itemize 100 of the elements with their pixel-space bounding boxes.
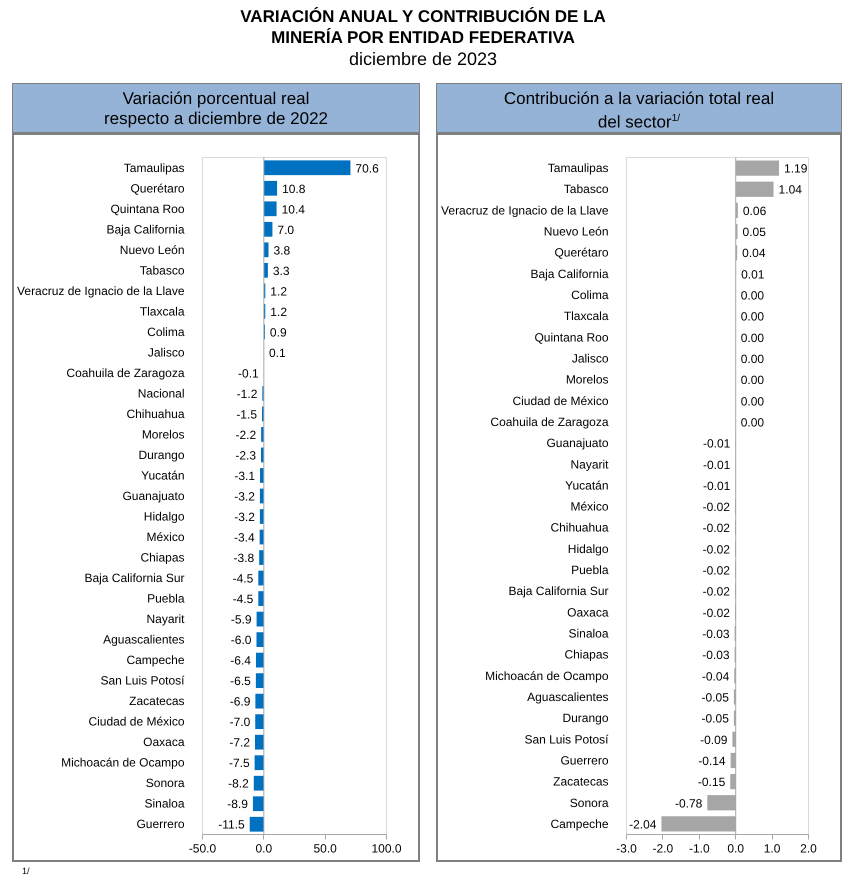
y-tick-label: Michoacán de Ocampo — [485, 668, 609, 683]
data-label: 0.00 — [740, 330, 764, 345]
data-label: -0.78 — [674, 796, 703, 810]
y-tick-label: Chiapas — [564, 648, 609, 662]
data-label: 1.2 — [270, 304, 288, 319]
y-tick-label: Oaxaca — [143, 735, 185, 750]
data-label: -7.5 — [228, 756, 250, 770]
data-label: -8.9 — [227, 797, 248, 812]
data-label: -2.2 — [235, 428, 256, 442]
y-tick-label: Nayarit — [570, 457, 610, 472]
y-tick-label: Nayarit — [146, 612, 186, 626]
data-label: -0.03 — [702, 627, 730, 642]
y-tick-label: Tabasco — [140, 263, 185, 278]
x-tick-label: 50.0 — [313, 842, 338, 856]
y-tick-label: Guanajuato — [122, 489, 185, 503]
data-label: -6.9 — [230, 694, 251, 709]
y-tick-label: Tlaxcala — [140, 304, 185, 318]
y-tick-label: México — [146, 530, 185, 544]
y-tick-label: México — [570, 500, 609, 514]
y-tick-label: Coahuila de Zaragoza — [66, 366, 185, 380]
chart-title: Variación porcentual real respecto a diciembre de 2022 — [103, 88, 329, 129]
y-tick-label: Durango — [138, 448, 185, 462]
text: VARIACIÓN ANUAL Y CONTRIBUCIÓN DE LA MINERÍA POR ENTIDAD FEDERATIVA — [239, 6, 607, 48]
data-label: 0.9 — [270, 325, 287, 340]
y-tick-label: Yucatán — [565, 478, 609, 492]
y-tick-label: Zacatecas — [553, 774, 608, 789]
data-label: -5.9 — [230, 612, 252, 627]
data-label: -6.0 — [230, 633, 252, 648]
y-tick-label: Aguascalientes — [103, 632, 185, 647]
data-label: 1.19 — [784, 162, 808, 176]
data-label: -1.5 — [236, 407, 258, 422]
data-label: -0.09 — [700, 732, 728, 747]
data-label: -0.05 — [702, 712, 730, 726]
y-tick-label: Baja California Sur — [84, 571, 185, 586]
x-tick-label: 100.0 — [371, 842, 402, 856]
data-label: -3.1 — [234, 468, 256, 483]
y-tick-label: Yucatán — [141, 468, 185, 482]
data-label: 0.00 — [740, 288, 764, 303]
data-label: 10.4 — [282, 202, 306, 216]
y-tick-label: Guanajuato — [546, 436, 609, 450]
y-tick-label: Sonora — [570, 796, 609, 810]
x-tick-label: -2.0 — [652, 842, 674, 856]
data-label: -4.5 — [232, 592, 254, 606]
y-tick-label: Colima — [147, 324, 185, 339]
data-label: -0.01 — [702, 458, 731, 472]
chart-title: Contribución a la variación total real del sector$^{1/}$ — [437, 84, 841, 133]
y-tick-label: Nuevo León — [544, 224, 608, 239]
y-tick-label: Michoacán de Ocampo — [61, 756, 185, 770]
x-tick-label: 0.0 — [255, 842, 272, 856]
data-label: 0.00 — [740, 415, 764, 430]
data-label: 0.1 — [268, 346, 286, 360]
y-tick-label: Tabasco — [564, 182, 609, 196]
data-label: 3.8 — [273, 243, 290, 258]
data-label: -0.04 — [702, 669, 730, 684]
y-tick-label: Aguascalientes — [527, 690, 609, 704]
data-label: -3.2 — [234, 510, 256, 524]
y-tick-label: Colima — [571, 288, 609, 302]
x-tick-label: -3.0 — [616, 842, 638, 856]
x-tick-label: -50.0 — [188, 842, 216, 856]
y-tick-label: Querétaro — [130, 181, 185, 196]
data-label: 10.8 — [282, 182, 306, 196]
y-tick-label: Querétaro — [554, 246, 609, 260]
y-tick-label: Quintana Roo — [110, 202, 185, 216]
x-tick-label: 2.0 — [800, 842, 818, 856]
data-label: -7.2 — [229, 736, 250, 750]
data-label: 0.00 — [740, 373, 764, 388]
data-label: -11.5 — [218, 818, 246, 832]
text: 1/ — [21, 866, 30, 876]
y-tick-label: Durango — [562, 711, 609, 726]
y-tick-label: Guerrero — [136, 817, 185, 832]
y-tick-label: Baja California — [530, 266, 609, 281]
y-tick-label: Hidalgo — [144, 510, 185, 524]
data-label: 1.04 — [778, 182, 802, 197]
data-label: -0.01 — [702, 478, 731, 493]
data-label: -0.02 — [702, 500, 730, 514]
y-tick-label: Baja California Sur — [508, 584, 609, 598]
data-label: -0.14 — [698, 754, 726, 768]
y-tick-label: Sinaloa — [144, 796, 185, 811]
data-label: -2.3 — [235, 448, 256, 462]
y-tick-label: Puebla — [571, 563, 609, 578]
y-tick-label: Ciudad de México — [512, 394, 609, 408]
y-tick-label: Morelos — [142, 427, 185, 442]
y-tick-label: Morelos — [566, 372, 609, 387]
data-label: -0.1 — [238, 366, 260, 380]
y-tick-label: Nacional — [138, 386, 185, 400]
y-tick-label: Ciudad de México — [88, 714, 185, 729]
data-label: -0.02 — [702, 542, 730, 556]
data-label: 0.04 — [742, 246, 766, 260]
data-label: 0.01 — [741, 267, 765, 282]
y-tick-label: Hidalgo — [568, 542, 609, 556]
y-tick-label: Chihuahua — [126, 406, 185, 421]
y-tick-label: Sonora — [146, 776, 185, 790]
y-tick-label: San Luis Potosí — [524, 732, 610, 746]
y-tick-label: Puebla — [147, 592, 185, 606]
y-tick-label: Coahuila de Zaragoza — [490, 414, 609, 429]
data-label: 0.00 — [740, 310, 764, 324]
y-tick-label: Guerrero — [560, 753, 609, 768]
data-label: -0.02 — [702, 606, 730, 620]
data-label: 0.06 — [742, 204, 767, 218]
text: diciembre de 2023 — [348, 48, 498, 70]
